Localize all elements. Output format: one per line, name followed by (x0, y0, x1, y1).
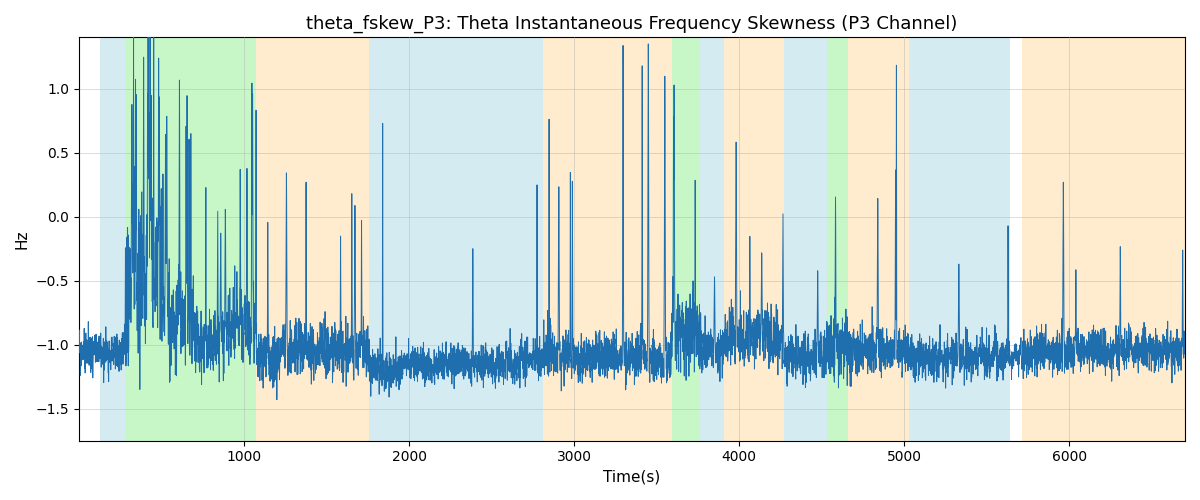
Bar (725, 38, 784, 440)
Bar (910, 38, 1010, 440)
Bar (125, 38, 257, 440)
Bar (518, 38, 542, 440)
Bar (1021, 38, 1186, 440)
Bar (101, 38, 125, 440)
Bar (257, 38, 370, 440)
Bar (1010, 38, 1021, 440)
Bar (700, 38, 725, 440)
Bar (542, 38, 672, 440)
Bar (784, 38, 827, 440)
Title: theta_fskew_P3: Theta Instantaneous Frequency Skewness (P3 Channel): theta_fskew_P3: Theta Instantaneous Freq… (306, 15, 958, 34)
Bar (370, 38, 518, 440)
Bar (827, 38, 848, 440)
X-axis label: Time(s): Time(s) (604, 470, 660, 485)
Bar (672, 38, 700, 440)
Y-axis label: Hz: Hz (14, 230, 30, 249)
Bar (848, 38, 910, 440)
